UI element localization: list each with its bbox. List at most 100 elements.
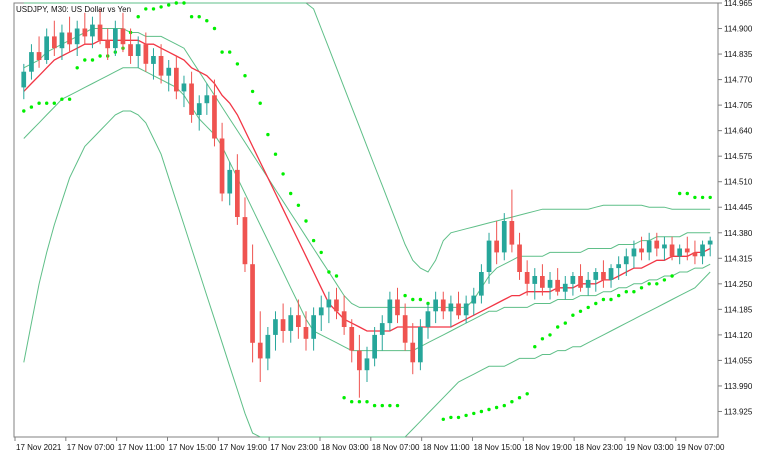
sar-dot [517, 396, 522, 400]
sar-dot [403, 293, 407, 298]
sar-dot [243, 74, 247, 78]
candle-body [562, 283, 568, 292]
sar-dot [472, 411, 476, 416]
candle-body [196, 103, 202, 115]
candle-body [395, 299, 400, 316]
candle-body [410, 342, 416, 363]
sar-dot [235, 62, 240, 66]
candle-up [463, 295, 469, 324]
sar-dot [228, 50, 232, 54]
candle-down [440, 291, 446, 320]
sar-dot [678, 191, 682, 196]
candle-up [570, 272, 576, 296]
sar-dot [350, 400, 354, 404]
candle-body [21, 71, 27, 88]
candle-body [463, 303, 469, 316]
sar-dot [632, 290, 636, 294]
candle-down [639, 236, 644, 261]
candle-down [303, 311, 309, 351]
candle-up [486, 232, 492, 284]
candle-down [128, 28, 133, 64]
candle-body [608, 268, 614, 280]
sar-dot [601, 297, 606, 302]
candle-body [181, 83, 187, 92]
candle-up [677, 244, 682, 265]
candle-down [334, 287, 339, 320]
candle-body [402, 315, 408, 343]
candle-down [280, 303, 286, 343]
sar-dot [144, 7, 148, 11]
x-tick-label: 17 Nov 2021 [16, 443, 62, 452]
x-tick-label: 19 Nov 03:00 [626, 443, 674, 452]
candle-body [456, 303, 461, 316]
candle-up [196, 95, 202, 131]
x-tick-label: 19 Nov 07:00 [677, 443, 725, 452]
candle-down [684, 236, 690, 261]
candle-down [212, 79, 217, 147]
candle-down [97, 8, 103, 45]
sar-dot [273, 152, 278, 156]
sar-dot [357, 400, 362, 404]
sar-dot [662, 278, 667, 282]
candle-down [158, 44, 164, 84]
y-tick-label: 114.575 [724, 152, 753, 161]
candle-body [547, 279, 553, 288]
y-tick-label: 114.770 [724, 76, 753, 85]
candle-body [509, 221, 515, 245]
y-tick-label: 114.380 [724, 229, 753, 238]
y-tick-label: 114.055 [724, 356, 753, 365]
x-tick-label: 18 Nov 07:00 [372, 443, 420, 452]
candle-body [585, 279, 591, 288]
candle-up [273, 311, 278, 351]
candle-body [387, 299, 393, 324]
candle-up [418, 319, 423, 371]
candle-up [113, 20, 118, 56]
candle-body [479, 272, 484, 296]
candle-up [151, 48, 156, 80]
candle-body [677, 248, 682, 257]
sar-dot [540, 337, 545, 341]
sar-dot [449, 415, 453, 420]
sar-dot [464, 413, 468, 418]
candle-down [174, 56, 179, 100]
candle-body [684, 248, 690, 253]
candle-down [82, 12, 88, 45]
candle-body [74, 28, 80, 45]
candle-body [364, 358, 370, 371]
candle-body [593, 272, 599, 280]
candle-body [97, 24, 103, 41]
candle-body [59, 32, 65, 49]
parabolic-sar-layer [22, 1, 712, 421]
sar-dot [441, 417, 445, 421]
sar-dot [37, 101, 41, 105]
candle-body [532, 276, 538, 284]
x-tick-label: 17 Nov 23:00 [270, 443, 318, 452]
candle-up [29, 44, 34, 80]
sar-dot [708, 195, 712, 200]
sar-dot [75, 66, 79, 70]
y-tick-label: 114.900 [724, 25, 753, 34]
x-tick-label: 17 Nov 11:00 [118, 443, 166, 452]
candle-up [166, 60, 172, 92]
sar-dot [45, 101, 49, 105]
candle-down [349, 319, 355, 363]
candle-down [36, 36, 42, 68]
candle-down [601, 260, 606, 288]
candle-down [296, 299, 301, 339]
sar-dot [525, 392, 529, 396]
sar-dot [365, 400, 369, 404]
sar-dot [533, 345, 537, 349]
sar-dot [380, 403, 384, 408]
y-axis: 114.965 114.900 114.835 114.770 114.705 114.6… [718, 0, 753, 417]
candle-body [250, 264, 255, 343]
candle-body [349, 327, 355, 351]
sar-dot [182, 1, 186, 5]
sar-dot [388, 403, 392, 408]
candle-down [402, 303, 408, 351]
sar-dot [685, 191, 689, 196]
candle-down [524, 260, 530, 296]
candle-up [379, 315, 385, 351]
candle-body [311, 315, 316, 339]
